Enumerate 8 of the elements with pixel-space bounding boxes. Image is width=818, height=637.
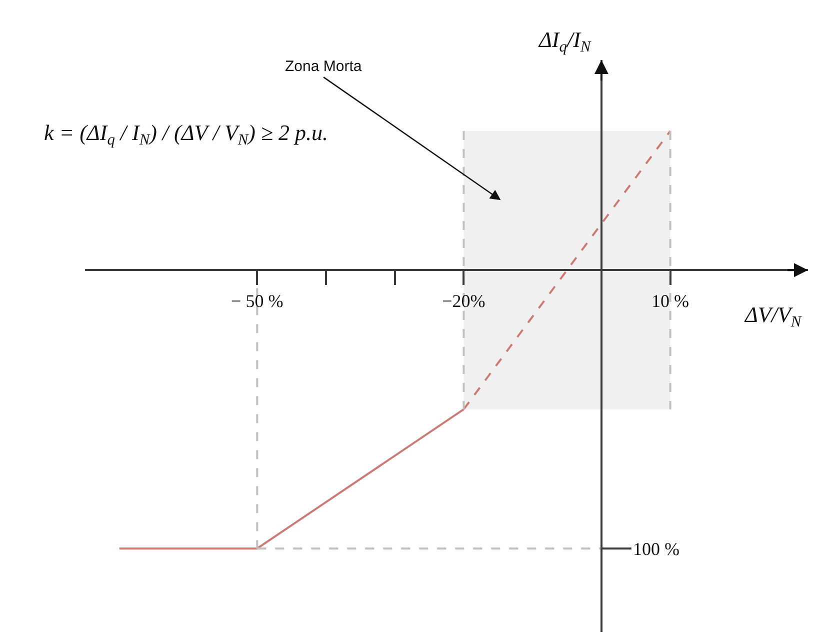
- x-tick-label: 10 %: [652, 290, 690, 311]
- x-tick-label: −20%: [442, 290, 486, 311]
- text: Zona Morta: [285, 58, 362, 75]
- y-axis-title: ΔI$_{q}$/I$_{N}$: [538, 27, 592, 56]
- annotation: k = (ΔI$_{q}$ / I$_{N}$) / (ΔV / V$_{N}$) ≥ 2 p.u.: [44, 120, 328, 149]
- x-axis-title: ΔV/V$_{N}$: [744, 302, 802, 331]
- annotation: 100 %: [633, 539, 680, 559]
- x-tick-label: − 50 %: [231, 290, 284, 311]
